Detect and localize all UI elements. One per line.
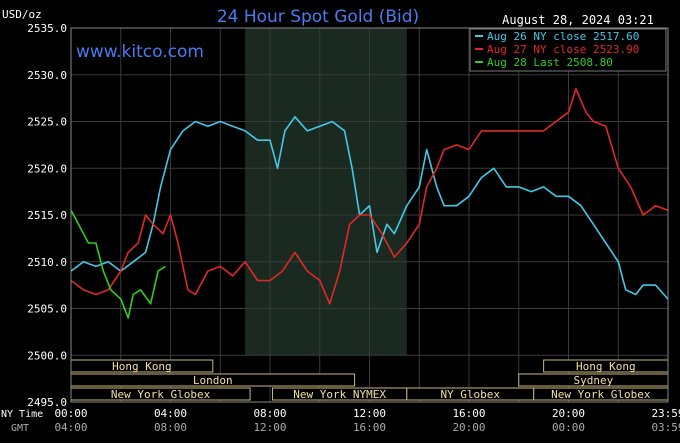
shaded-nymex-region	[245, 28, 407, 356]
x-tick-label-ny: 12:00	[353, 407, 386, 420]
x-tick-label-gmt: 04:00	[54, 421, 87, 434]
y-tick-label: 2495.0	[27, 396, 67, 409]
y-tick-label: 2515.0	[27, 209, 67, 222]
session-label: Hong Kong	[112, 360, 172, 373]
x-axis-ticks: 00:0004:0004:0008:0008:0012:0012:0016:00…	[54, 407, 680, 434]
x-tick-label-gmt: 20:00	[452, 421, 485, 434]
legend-box	[469, 28, 667, 72]
chart-timestamp: August 28, 2024 03:21	[502, 13, 654, 27]
x-tick-label-ny: 16:00	[452, 407, 485, 420]
series-line-1	[70, 88, 669, 305]
x-tick-label-gmt: 16:00	[353, 421, 386, 434]
x-tick-label-ny: 00:00	[54, 407, 87, 420]
y-axis-unit-label: USD/oz	[2, 8, 42, 21]
y-tick-label: 2500.0	[27, 349, 67, 362]
series-layer	[70, 88, 669, 319]
x-tick-label-gmt: 00:00	[552, 421, 585, 434]
plot-border	[70, 27, 669, 403]
x-tick-label-gmt: 12:00	[253, 421, 286, 434]
x-axis-gmt-label: GMT	[11, 423, 29, 434]
session-label: NY Globex	[440, 388, 500, 401]
x-axis-ny-time-label: NY Time	[1, 409, 43, 420]
session-label: New York Globex	[111, 388, 211, 401]
legend-entry-aug28: Aug 28 Last 2508.80	[487, 56, 613, 69]
session-label: Hong Kong	[576, 360, 636, 373]
session-label: London	[193, 374, 233, 387]
y-tick-label: 2530.0	[27, 69, 67, 82]
x-tick-label-ny: 23:59	[651, 407, 680, 420]
x-tick-label-ny: 04:00	[154, 407, 187, 420]
x-tick-label-gmt: 03:59	[651, 421, 680, 434]
y-tick-label: 2510.0	[27, 256, 67, 269]
x-tick-label-gmt: 08:00	[154, 421, 187, 434]
x-tick-label-ny: 20:00	[552, 407, 585, 420]
session-label: New York NYMEX	[293, 388, 386, 401]
legend-entry-aug26: Aug 26 NY close 2517.60	[487, 30, 639, 43]
website-link[interactable]: www.kitco.com	[76, 42, 204, 62]
y-tick-label: 2520.0	[27, 162, 67, 175]
series-line-2	[70, 209, 166, 319]
y-axis-ticks: 2535.0 2530.0 2525.0 2520.0 2515.0 2510.0 2505…	[27, 22, 67, 409]
legend-entry-aug27: Aug 27 NY close 2523.90	[487, 43, 639, 56]
y-tick-label: 2525.0	[27, 116, 67, 129]
y-tick-label: 2535.0	[27, 22, 67, 35]
chart-title: 24 Hour Spot Gold (Bid)	[217, 7, 419, 27]
series-line-0	[70, 116, 669, 300]
session-label: New York Globex	[551, 388, 651, 401]
y-tick-label: 2505.0	[27, 303, 67, 316]
x-tick-label-ny: 08:00	[253, 407, 286, 420]
legend: Aug 26 NY close 2517.60 Aug 27 NY close …	[469, 28, 667, 72]
session-label: Sydney	[574, 374, 614, 387]
